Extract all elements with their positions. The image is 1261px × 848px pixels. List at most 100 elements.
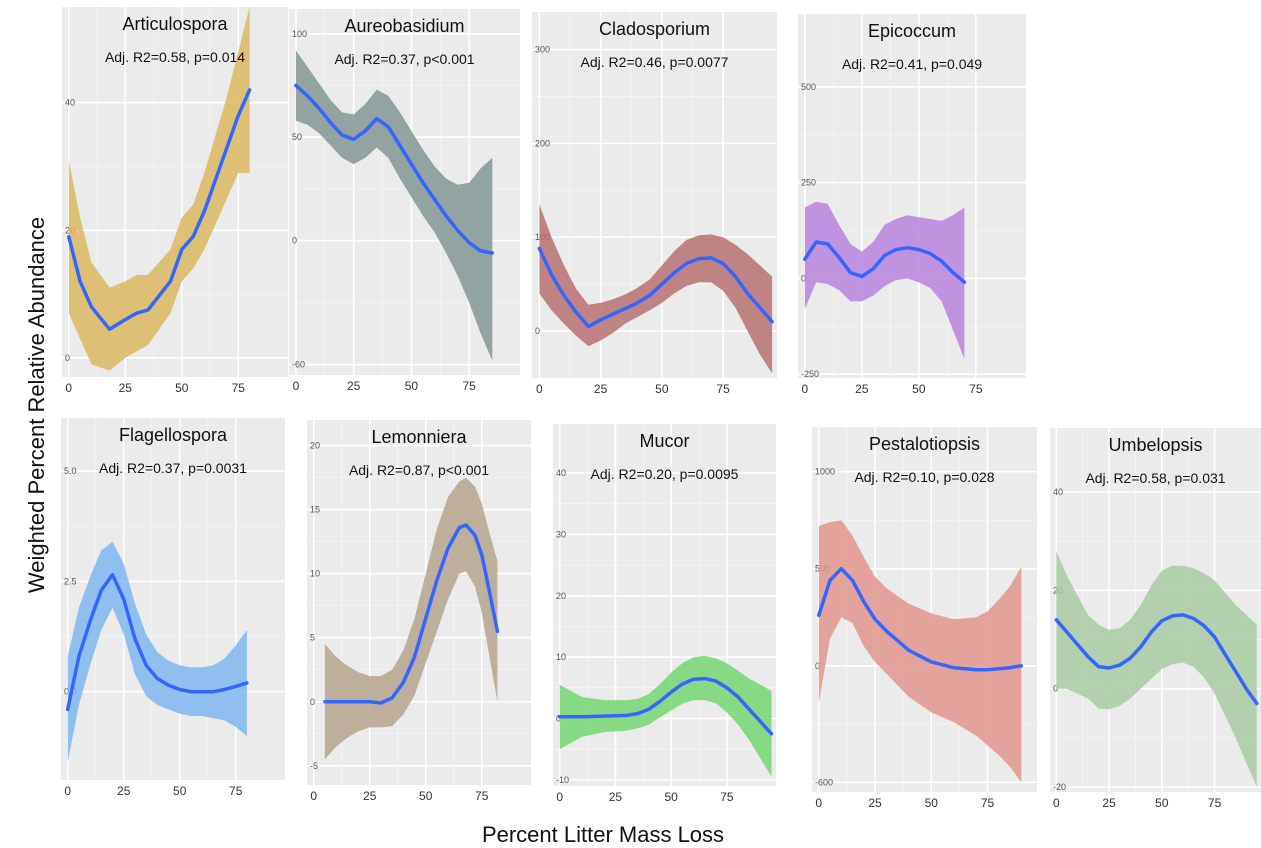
y-tick-label: -10 (556, 775, 569, 785)
x-tick-label: 25 (855, 382, 869, 396)
panel-background (798, 14, 1026, 378)
y-tick-label: 200 (535, 138, 550, 148)
x-tick-label: 75 (720, 790, 734, 804)
x-tick-label: 75 (969, 382, 983, 396)
smooth-line (557, 676, 774, 736)
panel-articulospora: 025507502040ArticulosporaAdj. R2=0.58, p… (62, 7, 288, 395)
y-tick-label: -20 (1053, 782, 1066, 792)
x-tick-label: 50 (175, 381, 189, 395)
x-tick-label: 25 (594, 382, 608, 396)
panel-title: Cladosporium (599, 19, 710, 39)
y-tick-label: 250 (801, 178, 816, 188)
y-tick-label: 5.0 (64, 466, 77, 476)
y-tick-label: -5 (310, 761, 318, 771)
smooth-line (817, 566, 1024, 672)
y-tick-label: 10 (310, 569, 320, 579)
y-tick-label: 40 (556, 468, 566, 478)
panel-title: Pestalotiopsis (869, 434, 980, 454)
y-tick-label: 2.5 (64, 576, 77, 586)
y-tick-label: 100 (292, 29, 307, 39)
panel-title: Epicoccum (868, 21, 956, 41)
x-tick-label: 0 (310, 789, 317, 803)
x-tick-label: 0 (556, 790, 563, 804)
x-tick-label: 0 (65, 381, 72, 395)
y-tick-label: 5 (310, 633, 315, 643)
y-tick-label: 40 (1053, 487, 1063, 497)
confidence-band (324, 477, 498, 760)
panel-title: Articulospora (122, 14, 228, 34)
y-tick-label: 1000 (815, 467, 835, 477)
x-tick-label: 25 (347, 379, 361, 393)
x-tick-label: 50 (1155, 796, 1169, 810)
confidence-band (818, 520, 1022, 783)
x-tick-label: 75 (232, 381, 246, 395)
y-tick-label: 15 (310, 505, 320, 515)
panel-title: Mucor (639, 431, 689, 451)
y-tick-label: 50 (292, 132, 302, 142)
panel-title: Umbelopsis (1108, 435, 1202, 455)
x-tick-label: 25 (1102, 796, 1116, 810)
x-tick-label: 0 (801, 382, 808, 396)
x-tick-label: 0 (815, 796, 822, 810)
x-tick-label: 75 (229, 784, 243, 798)
y-tick-label: 10 (556, 652, 566, 662)
fit-annotation: Adj. R2=0.41, p=0.049 (842, 56, 982, 72)
fit-annotation: Adj. R2=0.87, p<0.001 (349, 462, 489, 478)
smooth-line (294, 83, 495, 255)
panel-aureobasidium: 0 25 50 75 -60 0 50 100 Aureobasidium Adj. R2=0.3… (289, 9, 520, 393)
confidence-band (67, 541, 247, 763)
x-tick-label: 50 (912, 382, 926, 396)
fit-annotation: Adj. R2=0.58, p=0.014 (105, 49, 245, 65)
y-tick-label: 0 (310, 697, 315, 707)
y-axis-label: Weighted Percent Relative Abundance (24, 216, 49, 594)
smooth-line (67, 88, 252, 331)
y-tick-label: 20 (310, 441, 320, 451)
x-tick-label: 50 (665, 790, 679, 804)
x-tick-label: 25 (119, 381, 133, 395)
panel-epicoccum: 0 25 50 75 -250 0 250 500 Epicoccum Adj. R2=0.41,… (798, 14, 1026, 396)
fit-annotation: Adj. R2=0.37, p=0.0031 (99, 460, 247, 476)
smooth-line (1054, 613, 1259, 706)
fit-annotation: Adj. R2=0.10, p=0.028 (854, 469, 994, 485)
x-tick-label: 50 (925, 796, 939, 810)
y-tick-label: 30 (556, 529, 566, 539)
y-tick-label: 20 (556, 591, 566, 601)
x-tick-label: 25 (117, 784, 131, 798)
x-tick-label: 0 (536, 382, 543, 396)
x-axis-label: Percent Litter Mass Loss (481, 822, 725, 847)
x-tick-label: 25 (363, 789, 377, 803)
y-tick-label: -600 (815, 777, 833, 787)
fit-annotation: Adj. R2=0.58, p=0.031 (1085, 470, 1225, 486)
y-tick-label: 0 (556, 714, 561, 724)
smooth-line (65, 572, 249, 712)
fit-annotation: Adj. R2=0.37, p<0.001 (334, 51, 474, 67)
y-tick-label: 0 (801, 273, 806, 283)
panel-mucor: 0 25 50 75 -10 0 10 20 30 40 Mucor Adj. R2=0.20, p=… (553, 424, 776, 804)
y-tick-label: -60 (292, 360, 305, 370)
smooth-line (803, 240, 967, 284)
y-tick-label: 300 (535, 45, 550, 55)
x-tick-label: 25 (868, 796, 882, 810)
y-tick-label: 0 (815, 661, 820, 671)
x-tick-label: 50 (419, 789, 433, 803)
confidence-band (295, 50, 493, 361)
confidence-band (559, 655, 772, 777)
panel-title: Aureobasidium (344, 16, 464, 36)
x-tick-label: 50 (405, 379, 419, 393)
y-tick-label: 0 (65, 353, 70, 363)
panel-title: Lemonniera (371, 427, 467, 447)
x-tick-label: 0 (64, 784, 71, 798)
y-tick-label: 40 (65, 98, 75, 108)
panel-lemonniera: 0 25 50 75 -5 0 5 10 15 20 Lemonniera Adj. R2=0.87,… (307, 420, 531, 803)
y-tick-label: -250 (801, 369, 819, 379)
x-tick-label: 75 (716, 382, 730, 396)
y-tick-label: 500 (801, 82, 816, 92)
fit-annotation: Adj. R2=0.20, p=0.0095 (591, 466, 739, 482)
fit-annotation: Adj. R2=0.46, p=0.0077 (581, 54, 729, 70)
x-tick-label: 75 (463, 379, 477, 393)
x-tick-label: 50 (173, 784, 187, 798)
y-tick-label: 0 (1053, 684, 1058, 694)
smooth-line (323, 523, 500, 705)
